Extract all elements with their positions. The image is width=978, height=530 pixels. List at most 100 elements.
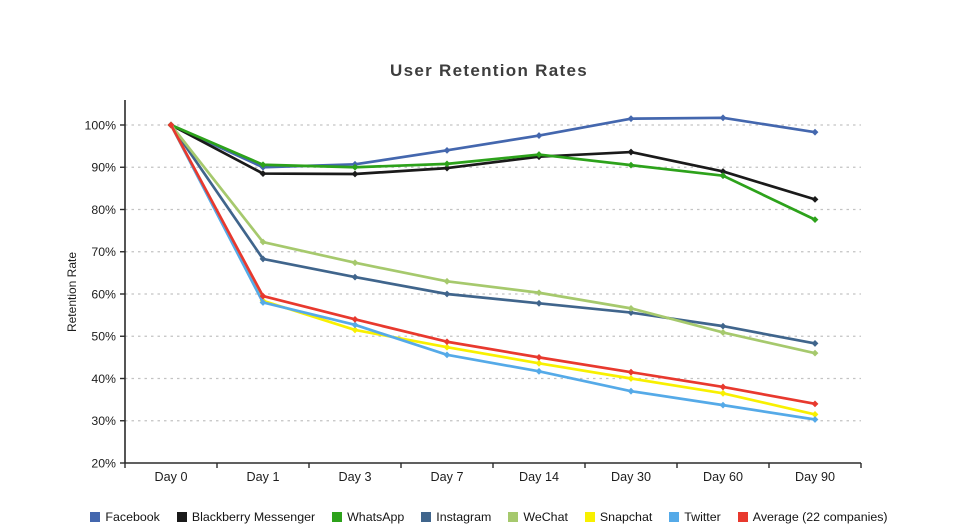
data-point-snapchat-day-3 bbox=[351, 326, 359, 334]
x-tick-label-day-90: Day 90 bbox=[795, 470, 835, 484]
series-line-whatsapp bbox=[169, 123, 817, 221]
data-point-wechat-day-14 bbox=[535, 289, 543, 297]
data-point-blackberry-messenger-day-60 bbox=[719, 168, 727, 175]
series-line-facebook bbox=[169, 116, 817, 169]
data-point-twitter-day-1 bbox=[259, 299, 267, 306]
data-point-wechat-day-60 bbox=[719, 329, 727, 336]
data-point-wechat-day-90 bbox=[811, 349, 819, 357]
legend-label-whatsapp: WhatsApp bbox=[347, 510, 405, 524]
data-point-average-22-companies-day-90 bbox=[811, 400, 819, 408]
data-point-average-22-companies-day-30 bbox=[627, 368, 635, 376]
data-point-average-22-companies-day-60 bbox=[719, 383, 727, 391]
y-tick-label-20%: 20% bbox=[91, 456, 116, 470]
legend-label-snapchat: Snapchat bbox=[599, 510, 653, 524]
x-tick-label-day-1: Day 1 bbox=[247, 470, 280, 484]
data-point-snapchat-day-90 bbox=[811, 411, 819, 418]
legend-swatch-blackberry-messenger bbox=[176, 512, 187, 522]
y-tick-label-80%: 80% bbox=[91, 203, 116, 217]
series-line-instagram bbox=[169, 123, 817, 345]
data-point-whatsapp-day-3 bbox=[351, 163, 359, 171]
legend-item-whatsapp: WhatsApp bbox=[332, 510, 404, 524]
data-point-snapchat-day-14 bbox=[535, 359, 543, 367]
data-point-twitter-day-90 bbox=[811, 416, 819, 423]
x-tick-label-day-14: Day 14 bbox=[519, 470, 559, 484]
data-point-instagram-day-90 bbox=[811, 340, 819, 347]
data-point-twitter-day-30 bbox=[627, 387, 635, 395]
series-line-twitter bbox=[169, 123, 817, 421]
data-point-average-22-companies-day-3 bbox=[351, 315, 359, 323]
data-point-whatsapp-day-1 bbox=[259, 161, 267, 169]
data-point-facebook-day-7 bbox=[443, 146, 451, 154]
data-point-whatsapp-day-7 bbox=[443, 160, 451, 168]
series-line-wechat bbox=[169, 123, 817, 355]
data-point-facebook-day-60 bbox=[719, 114, 727, 122]
data-point-twitter-day-14 bbox=[535, 367, 543, 375]
data-point-average-22-companies-day-7 bbox=[443, 338, 451, 346]
legend-swatch-wechat bbox=[508, 512, 519, 522]
legend-item-twitter: Twitter bbox=[669, 510, 721, 524]
y-tick-label-60%: 60% bbox=[91, 287, 116, 301]
legend-item-snapchat: Snapchat bbox=[584, 510, 653, 524]
data-point-blackberry-messenger-day-3 bbox=[351, 170, 359, 178]
data-point-wechat-day-30 bbox=[627, 304, 635, 312]
legend-item-instagram: Instagram bbox=[421, 510, 491, 524]
y-tick-label-40%: 40% bbox=[91, 372, 116, 386]
data-point-average-22-companies-day-14 bbox=[535, 353, 543, 361]
data-point-whatsapp-day-60 bbox=[719, 172, 727, 180]
x-tick-label-day-30: Day 30 bbox=[611, 470, 651, 484]
data-point-snapchat-day-7 bbox=[443, 343, 451, 351]
chart-title: User Retention Rates bbox=[390, 61, 588, 80]
data-point-blackberry-messenger-day-7 bbox=[443, 164, 451, 172]
y-tick-label-70%: 70% bbox=[91, 245, 116, 259]
series-line-average-22-companies bbox=[169, 123, 817, 406]
data-point-wechat-day-1 bbox=[259, 238, 267, 246]
legend-item-wechat: WeChat bbox=[508, 510, 568, 524]
legend-swatch-snapchat bbox=[584, 512, 595, 522]
data-point-twitter-day-60 bbox=[719, 401, 727, 409]
legend-swatch-twitter bbox=[669, 512, 680, 522]
data-point-snapchat-day-60 bbox=[719, 389, 727, 397]
data-point-instagram-day-14 bbox=[535, 299, 543, 307]
y-tick-label-100%: 100% bbox=[85, 118, 117, 132]
legend-item-average-22-companies: Average (22 companies) bbox=[737, 510, 888, 524]
y-tick-label-30%: 30% bbox=[91, 414, 116, 428]
legend-label-instagram: Instagram bbox=[436, 510, 492, 524]
data-point-facebook-day-14 bbox=[535, 132, 543, 139]
data-point-facebook-day-30 bbox=[627, 115, 635, 123]
data-point-instagram-day-7 bbox=[443, 290, 451, 298]
data-point-instagram-day-3 bbox=[351, 273, 359, 281]
legend-label-facebook: Facebook bbox=[105, 510, 160, 524]
data-point-blackberry-messenger-day-1 bbox=[259, 170, 267, 177]
data-point-snapchat-day-30 bbox=[627, 375, 635, 382]
legend-item-blackberry-messenger: Blackberry Messenger bbox=[176, 510, 316, 524]
x-tick-label-day-0: Day 0 bbox=[155, 470, 188, 484]
data-point-whatsapp-day-30 bbox=[627, 161, 635, 169]
data-point-wechat-day-7 bbox=[443, 277, 451, 285]
data-point-average-22-companies-day-0 bbox=[167, 121, 175, 129]
data-point-blackberry-messenger-day-30 bbox=[627, 148, 635, 156]
x-tick-label-day-7: Day 7 bbox=[431, 470, 464, 484]
data-point-facebook-day-90 bbox=[811, 128, 819, 136]
data-point-twitter-day-7 bbox=[443, 351, 451, 359]
y-tick-label-50%: 50% bbox=[91, 330, 116, 344]
data-point-instagram-day-30 bbox=[627, 309, 635, 316]
legend-swatch-whatsapp bbox=[332, 512, 343, 522]
data-point-whatsapp-day-90 bbox=[811, 216, 819, 224]
y-tick-label-90%: 90% bbox=[91, 161, 116, 175]
data-point-instagram-day-60 bbox=[719, 322, 727, 330]
legend-item-facebook: Facebook bbox=[90, 510, 160, 524]
data-point-wechat-day-3 bbox=[351, 259, 359, 267]
legend-label-twitter: Twitter bbox=[684, 510, 721, 524]
x-tick-label-day-60: Day 60 bbox=[703, 470, 743, 484]
series-line-blackberry-messenger bbox=[169, 123, 817, 201]
x-tick-label-day-3: Day 3 bbox=[339, 470, 372, 484]
chart-legend: Facebook Blackberry Messenger WhatsApp Inst… bbox=[0, 510, 978, 524]
legend-swatch-instagram bbox=[421, 512, 432, 522]
data-point-twitter-day-3 bbox=[351, 321, 359, 329]
legend-label-blackberry-messenger: Blackberry Messenger bbox=[191, 510, 316, 524]
data-point-average-22-companies-day-1 bbox=[259, 292, 267, 300]
legend-label-wechat: WeChat bbox=[523, 510, 568, 524]
data-point-instagram-day-1 bbox=[259, 255, 267, 263]
